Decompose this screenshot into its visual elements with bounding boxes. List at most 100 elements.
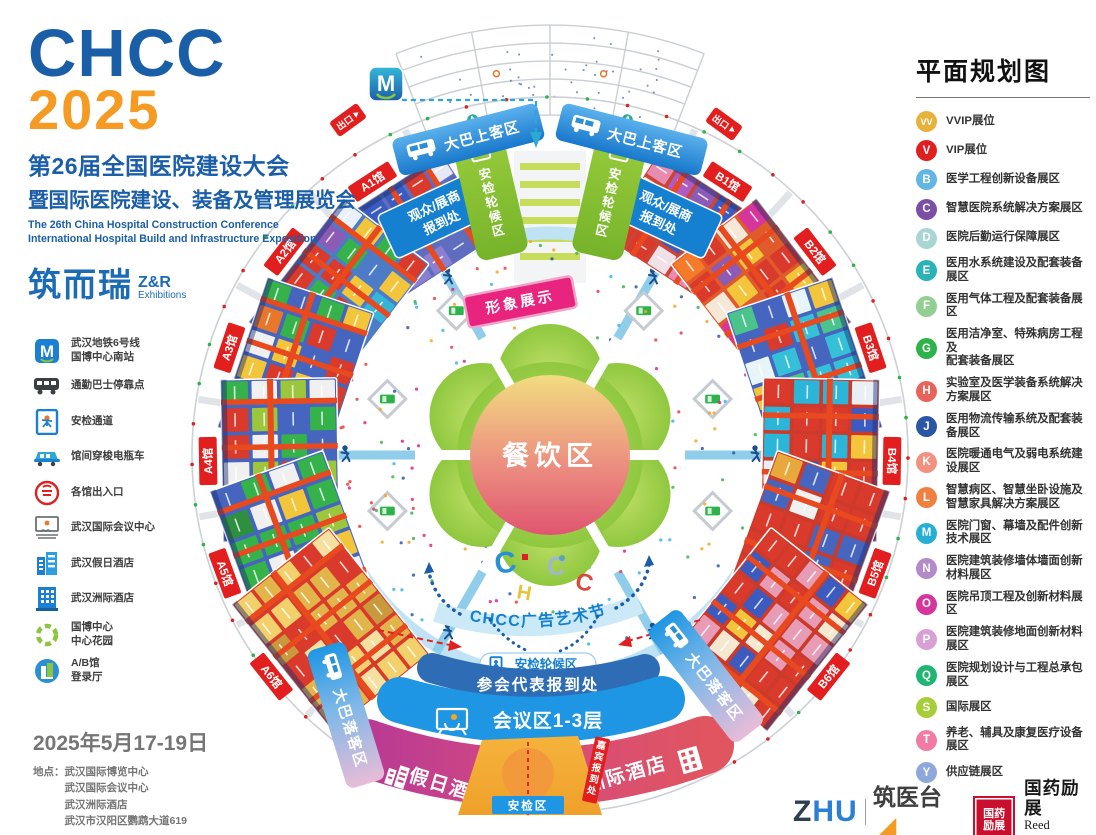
legend-item-Y: Y 供应链展区 (916, 762, 1090, 784)
svg-text:参会代表报到处: 参会代表报到处 (477, 675, 600, 694)
svg-text:C: C (492, 545, 518, 581)
key-item-label: 武汉国际会议中心 (71, 521, 155, 534)
shuttle-icon (33, 444, 60, 471)
legend-item-label: 医院暖通电气及弱电系统建设展区 (946, 448, 1083, 475)
legend-item-label: 医院建筑装修墙体墙面创新 材料展区 (946, 555, 1083, 581)
legend-item-label: 医用水系统建设及配套装备展区 (946, 256, 1083, 283)
brand-block: CHCC 2025 第26届全国医院建设大会 暨国际医院建设、装备及管理展览会 … (28, 20, 356, 301)
divider (864, 799, 866, 825)
svg-text:嘉宾报到处: 嘉宾报到处 (585, 738, 608, 797)
exhibition-floorplan-map: A1馆A2馆A3馆A4馆A5馆A6馆B1馆B2馆B3馆B4馆B5馆B6馆观众/展… (190, 24, 910, 816)
legend-item-D: D 医院后勤运行保障展区 (916, 227, 1090, 249)
chcc-year: 2025 (28, 77, 161, 141)
zone-badge-K: K (916, 451, 937, 473)
zone-badge-O: O (916, 593, 937, 615)
svg-text:C: C (573, 568, 596, 598)
zone-badge-V: V (916, 140, 937, 162)
legend-item-label: 医学工程创新设备展区 (946, 173, 1060, 186)
bus-icon (571, 114, 601, 137)
hall-label-A4: A4馆 (198, 436, 218, 486)
zone-badge-N: N (916, 558, 937, 580)
legend-item-Q: Q 医院规划设计与工程总承包展区 (916, 662, 1090, 689)
key-item: M 武汉地铁6号线 国博中心南站 (33, 337, 193, 364)
bus-pickup-band: 大巴上客区 (555, 103, 708, 176)
legend-items: VV VVIP展位 V VIP展位 B 医学工程创新设备展区 C 智慧医院系统解决方案展区 D 医… (916, 111, 1090, 784)
legend-item-K: K 医院暖通电气及弱电系统建设展区 (916, 448, 1090, 475)
legend-item-label: 医用物流传输系统及配套装备展区 (946, 412, 1083, 439)
key-item: 武汉洲际酒店 (33, 586, 193, 613)
legend-item-label: 国际展区 (946, 701, 992, 714)
holiday-inn-icon (33, 550, 60, 577)
svg-text:安检轮候区: 安检轮候区 (515, 657, 578, 672)
key-item-label: 武汉假日酒店 (71, 556, 134, 569)
hall-label-B3: B3馆 (854, 322, 887, 373)
shuttle-station-icon (366, 490, 408, 532)
zone-badge-H: H (916, 380, 937, 402)
legend-item-P: P 医院建筑装修地面创新材料展区 (916, 626, 1090, 653)
legend-item-B: B 医学工程创新设备展区 (916, 169, 1090, 191)
exit-sign: 出口 (706, 107, 742, 141)
key-item-label: 武汉地铁6号线 国博中心南站 (71, 337, 140, 363)
key-item-label: A/B馆 登录厅 (71, 657, 103, 683)
pedestrian-icon (750, 445, 761, 462)
zone-legend-panel: 平面规划图 VV VVIP展位 V VIP展位 B 医学工程创新设备展区 C 智慧医院系统解决… (916, 52, 1090, 791)
zone-badge-C: C (916, 198, 937, 220)
reed-name-en1: Reed Sinopharm (1024, 818, 1079, 835)
zone-badge-Q: Q (916, 665, 937, 686)
legend-item-F: F 医用气体工程及配套装备展区 (916, 293, 1090, 320)
legend-item-label: 实验室及医学装备系统解决 方案展区 (946, 377, 1083, 403)
vip-checkin-label: 嘉宾报到处 (582, 736, 610, 804)
stage-banner: 形象展示 (462, 275, 578, 329)
svg-text:安检轮候区: 安检轮候区 (477, 165, 506, 239)
zone-badge-F: F (916, 295, 937, 317)
legend-item-S: S 国际展区 (916, 697, 1090, 719)
svg-text:C: C (545, 550, 567, 582)
bus-icon (322, 653, 343, 681)
zone-badge-T: T (916, 729, 937, 751)
hall-label-A5: A5馆 (208, 548, 241, 599)
legend-item-H: H 实验室及医学装备系统解决 方案展区 (916, 377, 1090, 404)
intercontinental-icon (677, 745, 703, 775)
legend-item-label: 养老、辅具及康复医疗设备展区 (946, 726, 1083, 753)
zone-badge-E: E (916, 260, 937, 282)
lobby-icon (33, 657, 60, 684)
key-item: A/B馆 登录厅 (33, 657, 193, 684)
conference-band: 会议区1-3层 (377, 676, 685, 743)
legend-item-T: T 养老、辅具及康复医疗设备展区 (916, 727, 1090, 754)
key-item-label: 各馆出入口 (71, 485, 124, 498)
hall-label-B5: B5馆 (859, 548, 892, 599)
venue-line: 武汉国际会议中心 (64, 782, 149, 795)
legend-item-label: 医院后勤运行保障展区 (946, 231, 1060, 244)
legend-item-O: O 医院吊顶工程及创新材料展区 (916, 591, 1090, 618)
legend-title: 平面规划图 (916, 52, 1090, 98)
svg-text:M: M (39, 342, 53, 361)
shuttle-station-icon (366, 378, 408, 420)
svg-text:安检轮候区: 安检轮候区 (594, 165, 623, 239)
svg-text:安检区: 安检区 (508, 799, 549, 813)
delegate-checkin-band: 参会代表报到处 (417, 653, 660, 700)
event-subtitle-cn: 暨国际医院建设、装备及管理展览会 (28, 188, 356, 212)
reed-name-cn: 国药励展 (1024, 778, 1080, 819)
bus-pickup-band: 大巴上客区 (392, 103, 545, 176)
legend-item-V: V VIP展位 (916, 140, 1090, 162)
key-item: 武汉国际会议中心 (33, 515, 193, 542)
legend-item-label: 医院门窗、幕墙及配件创新技术展区 (946, 519, 1083, 546)
zone-badge-J: J (916, 416, 937, 438)
svg-text:餐饮区: 餐饮区 (502, 441, 598, 471)
zone-badge-G: G (916, 338, 937, 360)
zone-badge-VV: VV (916, 111, 937, 132)
key-item: 国博中心 中心花园 (33, 621, 193, 648)
zone-badge-P: P (916, 629, 937, 651)
svg-text:H: H (515, 581, 533, 605)
reed-sinopharm-logo: 国药励展 国药励展 Reed Sinopharm Exhibitions (973, 778, 1096, 835)
security-zone-label: 安检区 (492, 796, 564, 814)
legend-item-label: 供应链展区 (946, 765, 1003, 778)
zone-badge-D: D (916, 227, 937, 249)
legend-item-L: L 智慧病区、智慧坐卧设施及 智慧家具解决方案展区 (916, 484, 1090, 511)
key-item-label: 馆间穿梭电瓶车 (71, 450, 145, 463)
shuttle-station-icon (692, 490, 734, 532)
conference-center-icon (33, 515, 60, 542)
exit-sign: 出口 (330, 103, 366, 137)
bus-icon (664, 622, 689, 649)
shuttle-station-icon (692, 378, 734, 420)
